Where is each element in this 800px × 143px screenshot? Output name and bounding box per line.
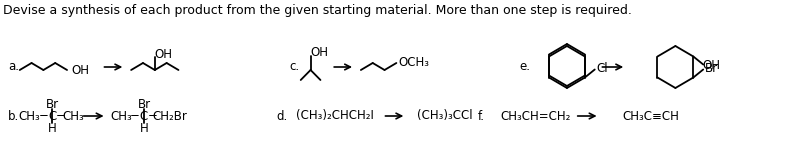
Text: C: C	[140, 110, 148, 123]
Text: CH₃CH=CH₂: CH₃CH=CH₂	[500, 110, 570, 123]
Text: (CH₃)₂CHCH₂I: (CH₃)₂CHCH₂I	[296, 110, 374, 123]
Text: C: C	[48, 110, 56, 123]
Text: Br: Br	[138, 98, 150, 111]
Text: CH₃: CH₃	[62, 110, 84, 123]
Text: OCH₃: OCH₃	[398, 56, 430, 69]
Text: OH: OH	[310, 45, 329, 58]
Text: a.: a.	[8, 60, 19, 74]
Text: CH₃: CH₃	[110, 110, 132, 123]
Text: (CH₃)₃CCl: (CH₃)₃CCl	[417, 110, 473, 123]
Text: f.: f.	[478, 110, 486, 123]
Text: −: −	[38, 110, 48, 123]
Text: d.: d.	[276, 110, 287, 123]
Text: OH: OH	[154, 47, 173, 60]
Text: Br: Br	[46, 98, 59, 111]
Text: CH₃: CH₃	[18, 110, 41, 123]
Text: Cl: Cl	[597, 62, 609, 75]
Text: H: H	[139, 122, 148, 135]
Text: Devise a synthesis of each product from the given starting material. More than o: Devise a synthesis of each product from …	[3, 4, 632, 17]
Text: −: −	[56, 110, 66, 123]
Text: CH₂Br: CH₂Br	[152, 110, 187, 123]
Text: CH₃C≡CH: CH₃C≡CH	[622, 110, 679, 123]
Text: H: H	[48, 122, 57, 135]
Text: −: −	[148, 110, 158, 123]
Text: e.: e.	[520, 60, 530, 74]
Text: −: −	[130, 110, 140, 123]
Text: OH: OH	[72, 63, 90, 77]
Text: b.: b.	[8, 110, 19, 123]
Text: OH: OH	[702, 59, 720, 72]
Text: c.: c.	[289, 60, 299, 74]
Text: Br: Br	[705, 62, 718, 75]
